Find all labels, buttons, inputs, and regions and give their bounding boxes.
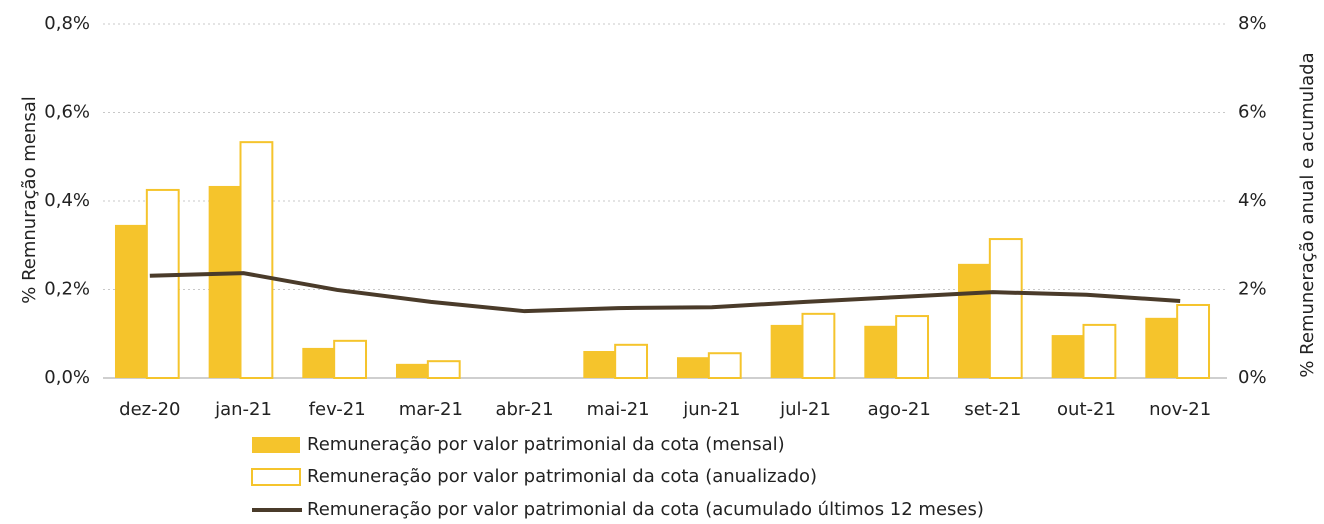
y-tick-label: 0,4% (44, 190, 90, 211)
x-tick-label: dez-20 (119, 399, 180, 420)
bar (676, 357, 709, 378)
bar (426, 360, 461, 379)
y-tick-label: 0,8% (44, 13, 90, 34)
x-tick-label: jul-21 (779, 399, 831, 420)
bar (1051, 335, 1084, 378)
x-tick-label: jun-21 (682, 399, 740, 420)
x-tick-label: mar-21 (399, 399, 463, 420)
legend-label: Remuneração por valor patrimonial da cot… (307, 499, 984, 520)
x-tick-label: jan-21 (214, 399, 272, 420)
bar (239, 141, 274, 379)
bar (864, 325, 897, 378)
y-axis-title: % Remnuração mensal (19, 96, 40, 303)
legend-label: Remuneração por valor patrimonial da cot… (307, 434, 785, 455)
x-tick-label: nov-21 (1149, 399, 1211, 420)
y2-tick-label: 6% (1238, 102, 1267, 123)
x-tick-label: set-21 (964, 399, 1021, 420)
bar (1082, 323, 1117, 379)
bar (114, 224, 147, 378)
y2-tick-label: 4% (1238, 190, 1267, 211)
x-tick-label: fev-21 (309, 399, 366, 420)
bar (1176, 303, 1211, 379)
y-tick-label: 0,0% (44, 367, 90, 388)
bar (801, 312, 836, 379)
bar (988, 238, 1023, 379)
y2-tick-label: 2% (1238, 279, 1267, 300)
y2-axis-title: % Remuneração anual e acumulada (1297, 52, 1318, 377)
bar (614, 343, 649, 379)
y-tick-label: 0,2% (44, 279, 90, 300)
bar (395, 363, 428, 378)
x-tick-label: ago-21 (868, 399, 931, 420)
y2-tick-label: 0% (1238, 367, 1267, 388)
legend-swatch (251, 468, 301, 486)
bar (770, 324, 803, 378)
bar (583, 351, 616, 378)
y-tick-label: 0,6% (44, 102, 90, 123)
x-tick-label: mai-21 (587, 399, 650, 420)
bar (333, 339, 368, 379)
x-tick-label: out-21 (1057, 399, 1116, 420)
bar (957, 263, 990, 378)
bar (707, 352, 742, 380)
line (149, 271, 1181, 314)
bar (208, 185, 241, 378)
x-tick-label: abr-21 (495, 399, 553, 420)
bar (1145, 317, 1178, 378)
bar (895, 315, 930, 379)
bar (302, 347, 335, 378)
legend-label: Remuneração por valor patrimonial da cot… (307, 466, 817, 487)
bar (145, 188, 180, 379)
legend-swatch (252, 437, 300, 453)
y2-tick-label: 8% (1238, 13, 1267, 34)
